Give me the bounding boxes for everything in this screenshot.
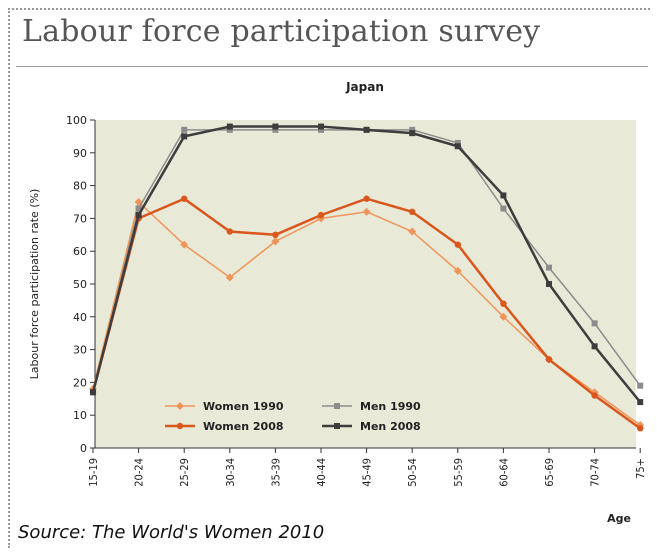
- data-point-women-2008: [317, 211, 325, 219]
- x-tick-label: 75+: [634, 458, 647, 479]
- x-tick-label: 60-64: [497, 458, 510, 487]
- data-point-men-1990: [226, 126, 233, 133]
- data-point-men-1990: [591, 320, 598, 327]
- x-tick-label: 30-34: [224, 458, 237, 487]
- data-point-men-1990: [546, 264, 552, 271]
- data-point-women-1990: [180, 240, 189, 249]
- data-point-men-2008: [135, 212, 142, 219]
- plot-area: [95, 120, 636, 448]
- y-tick-label: 40: [73, 311, 87, 324]
- x-tick-label: 40-44: [315, 458, 328, 487]
- data-point-men-2008: [181, 133, 188, 140]
- data-point-men-1990: [318, 126, 324, 133]
- data-point-men-2008: [637, 399, 644, 406]
- data-point-men-2008: [272, 123, 279, 130]
- y-tick-label: 50: [73, 278, 87, 291]
- x-tick-label: 55-59: [452, 458, 465, 487]
- x-axis-title: Age: [607, 512, 631, 525]
- data-point-women-1990: [499, 312, 508, 321]
- data-point-women-2008: [591, 392, 598, 399]
- data-point-women-2008: [226, 228, 233, 235]
- legend-label-women-1990: Women 1990: [203, 400, 284, 413]
- data-point-men-2008: [226, 123, 233, 130]
- y-tick-label: 60: [73, 245, 87, 258]
- x-tick-label: 20-24: [133, 458, 146, 487]
- data-point-women-1990: [362, 207, 371, 216]
- legend-label-men-1990: Men 1990: [360, 400, 421, 413]
- data-point-women-1990: [225, 273, 234, 282]
- legend-marker-men-2008: [334, 423, 340, 429]
- data-point-men-1990: [637, 382, 644, 389]
- x-tick-label: 15-19: [87, 458, 100, 487]
- legend-label-women-2008: Women 2008: [203, 420, 284, 433]
- data-point-men-1990: [181, 126, 188, 133]
- legend-marker-men-1990: [334, 403, 340, 409]
- header-divider: [16, 66, 648, 67]
- x-tick-label: 70-74: [589, 458, 602, 487]
- y-tick-label: 30: [73, 344, 87, 357]
- data-point-men-2008: [546, 281, 552, 287]
- data-point-men-2008: [409, 130, 416, 137]
- x-tick-label: 65-69: [543, 458, 556, 487]
- data-point-women-2008: [272, 231, 279, 238]
- data-point-women-2008: [363, 195, 370, 202]
- data-point-women-2008: [181, 195, 188, 202]
- data-point-men-1990: [135, 205, 142, 212]
- data-point-men-2008: [454, 143, 461, 150]
- y-tick-label: 0: [80, 442, 87, 455]
- data-point-men-1990: [272, 126, 279, 133]
- y-tick-label: 70: [73, 212, 87, 225]
- data-point-women-2008: [500, 300, 507, 307]
- y-tick-label: 10: [73, 409, 87, 422]
- x-tick-label: 35-39: [269, 458, 282, 487]
- x-tick-label: 50-54: [406, 458, 419, 487]
- data-point-women-2008: [637, 425, 644, 432]
- y-tick-label: 20: [73, 376, 87, 389]
- legend-marker-women-2008: [176, 422, 184, 430]
- figure-frame: [8, 8, 650, 548]
- x-tick-label: 25-29: [178, 458, 191, 487]
- data-point-women-1990: [408, 227, 417, 236]
- data-point-men-2008: [363, 126, 370, 133]
- data-point-women-1990: [271, 237, 280, 246]
- data-point-women-2008: [545, 356, 553, 363]
- x-tick-label: 45-49: [361, 458, 374, 487]
- data-point-men-2008: [90, 389, 96, 396]
- y-tick-label: 100: [66, 114, 87, 127]
- legend-marker-women-1990: [176, 402, 184, 410]
- legend-label-men-2008: Men 2008: [360, 420, 421, 433]
- y-tick-label: 90: [73, 147, 87, 160]
- chart-title: Japan: [345, 80, 384, 94]
- page-title: Labour force participation survey: [22, 14, 541, 49]
- data-point-women-1990: [453, 266, 462, 275]
- data-point-men-2008: [591, 343, 598, 350]
- y-axis-title: Labour force participation rate (%): [28, 189, 41, 380]
- data-point-women-2008: [409, 208, 416, 216]
- data-point-men-2008: [500, 192, 507, 199]
- data-point-men-1990: [500, 205, 507, 212]
- data-point-men-1990: [454, 139, 461, 146]
- data-point-men-1990: [409, 126, 416, 133]
- data-point-women-2008: [454, 241, 461, 248]
- y-tick-label: 80: [73, 180, 87, 193]
- data-point-men-2008: [318, 123, 324, 130]
- source-caption: Source: The World's Women 2010: [18, 522, 325, 543]
